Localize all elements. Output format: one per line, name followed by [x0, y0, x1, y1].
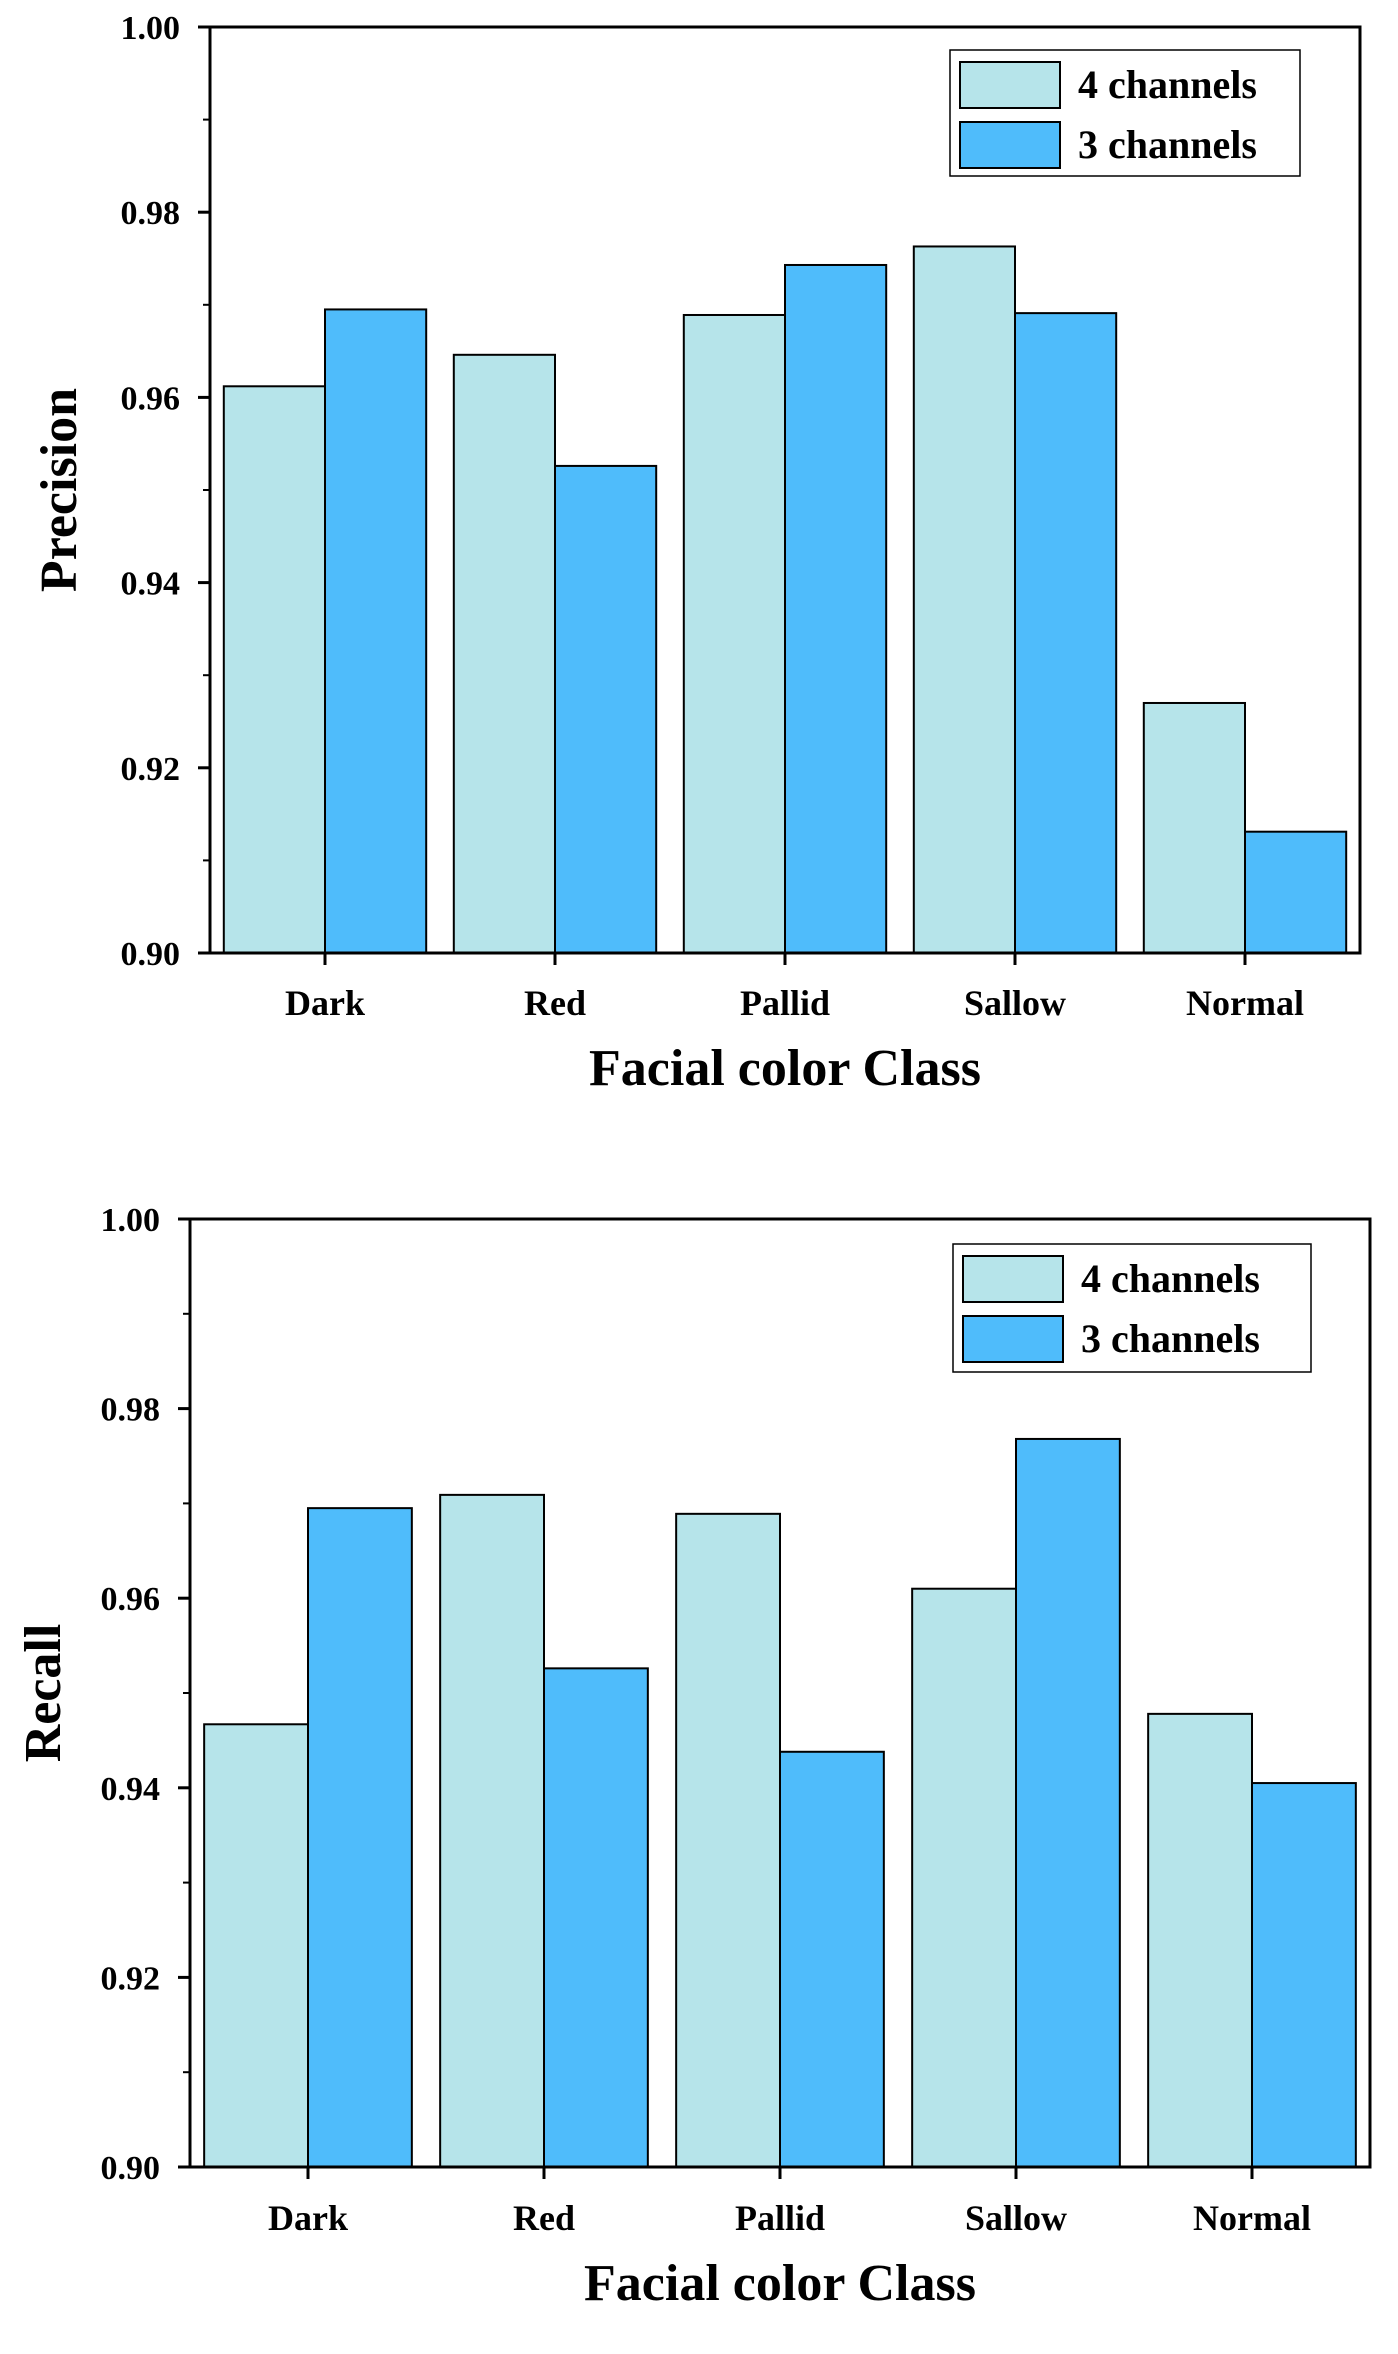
chart-1-bar-3-channels-red	[554, 464, 658, 954]
chart-2-y-tick-label: 0.94	[101, 1771, 161, 1808]
chart-2-x-tick-label-dark: Dark	[268, 2198, 348, 2238]
chart-1-y-tick-label: 0.92	[121, 751, 181, 788]
chart-2-legend-swatch-2	[962, 1315, 1064, 1363]
chart-2-bar-4-channels-sallow	[911, 1587, 1017, 2168]
chart-1-bar-3-channels-normal	[1244, 830, 1348, 954]
chart-1-y-tick-label: 0.94	[121, 566, 181, 603]
chart-2-y-tick-label: 1.00	[101, 1202, 161, 1239]
chart-1-x-tick-label-dark: Dark	[285, 983, 365, 1023]
chart-1-bar-4-channels-dark	[222, 385, 326, 955]
chart-2-bar-4-channels-normal	[1147, 1712, 1254, 2168]
chart-1-bar-4-channels-pallid	[682, 313, 786, 954]
chart-2-x-axis-title: Facial color Class	[584, 2255, 976, 2312]
chart-1-bar-3-channels-sallow	[1014, 312, 1118, 954]
chart-1-y-tick-label: 1.00	[121, 10, 181, 47]
chart-2-x-tick-label-pallid: Pallid	[735, 2198, 825, 2238]
chart-2-bar-3-channels-sallow	[1015, 1437, 1121, 2168]
chart-2-y-tick-label: 0.90	[101, 2150, 161, 2187]
chart-1-group: 0.90 0.92 0.94 0.96 0.98 1.00 Dark Red Pallid Sal…	[31, 10, 1362, 1097]
chart-2-bar-4-channels-pallid	[675, 1512, 781, 2168]
chart-1-bar-3-channels-dark	[324, 308, 428, 954]
chart-1-bar-4-channels-sallow	[912, 245, 1016, 954]
chart-2-legend-label-2: 3 channels	[1081, 1316, 1260, 1361]
chart-2-x-tick-label-red: Red	[513, 2198, 575, 2238]
chart-2-bar-3-channels-red	[543, 1667, 649, 2168]
chart-1-legend-swatch-2	[959, 121, 1061, 169]
chart-1-x-tick-label-normal: Normal	[1186, 983, 1304, 1023]
chart-1-bar-4-channels-normal	[1142, 701, 1247, 954]
chart-1-legend: 4 channels 3 channels	[949, 49, 1301, 177]
chart-1-legend-label-2: 3 channels	[1078, 122, 1257, 167]
chart-2-y-tick-label: 0.96	[101, 1581, 161, 1618]
chart-1-bar-4-channels-red	[452, 353, 556, 954]
chart-1-y-tick-label: 0.96	[121, 380, 181, 417]
chart-1-y-tick-label: 0.98	[121, 195, 181, 232]
chart-2-legend: 4 channels 3 channels	[952, 1243, 1312, 1373]
chart-2-legend-swatch-1	[962, 1255, 1064, 1303]
chart-2-bar-3-channels-dark	[307, 1507, 413, 2168]
chart-2-bar-4-channels-red	[439, 1493, 545, 2168]
chart-2-group: 0.90 0.92 0.94 0.96 0.98 1.00 Dark Red Pallid Sal…	[15, 1202, 1372, 2312]
chart-1-y-axis-title: Precision	[31, 388, 88, 592]
chart-2-legend-label-1: 4 channels	[1081, 1256, 1260, 1301]
chart-1-x-tick-label-red: Red	[524, 983, 586, 1023]
chart-2-bar-3-channels-pallid	[779, 1750, 885, 2169]
chart-2-bar-4-channels-dark	[203, 1723, 309, 2169]
chart-1-bar-3-channels-pallid	[784, 263, 888, 955]
chart-1-y-tick-label: 0.90	[121, 936, 181, 973]
chart-1-x-tick-label-pallid: Pallid	[740, 983, 830, 1023]
chart-2-y-axis-title: Recall	[15, 1624, 72, 1763]
chart-2-y-tick-label: 0.92	[101, 1960, 161, 1997]
chart-1-legend-swatch-1	[959, 61, 1061, 109]
chart-1-x-axis-title: Facial color Class	[589, 1040, 981, 1097]
chart-1-x-tick-label-sallow: Sallow	[964, 983, 1066, 1023]
chart-2-x-tick-label-normal: Normal	[1193, 2198, 1311, 2238]
chart-2-bar-3-channels-normal	[1251, 1782, 1357, 2169]
chart-2-y-tick-label: 0.98	[101, 1392, 161, 1429]
chart-1-legend-label-1: 4 channels	[1078, 62, 1257, 107]
chart-2-x-tick-label-sallow: Sallow	[965, 2198, 1067, 2238]
